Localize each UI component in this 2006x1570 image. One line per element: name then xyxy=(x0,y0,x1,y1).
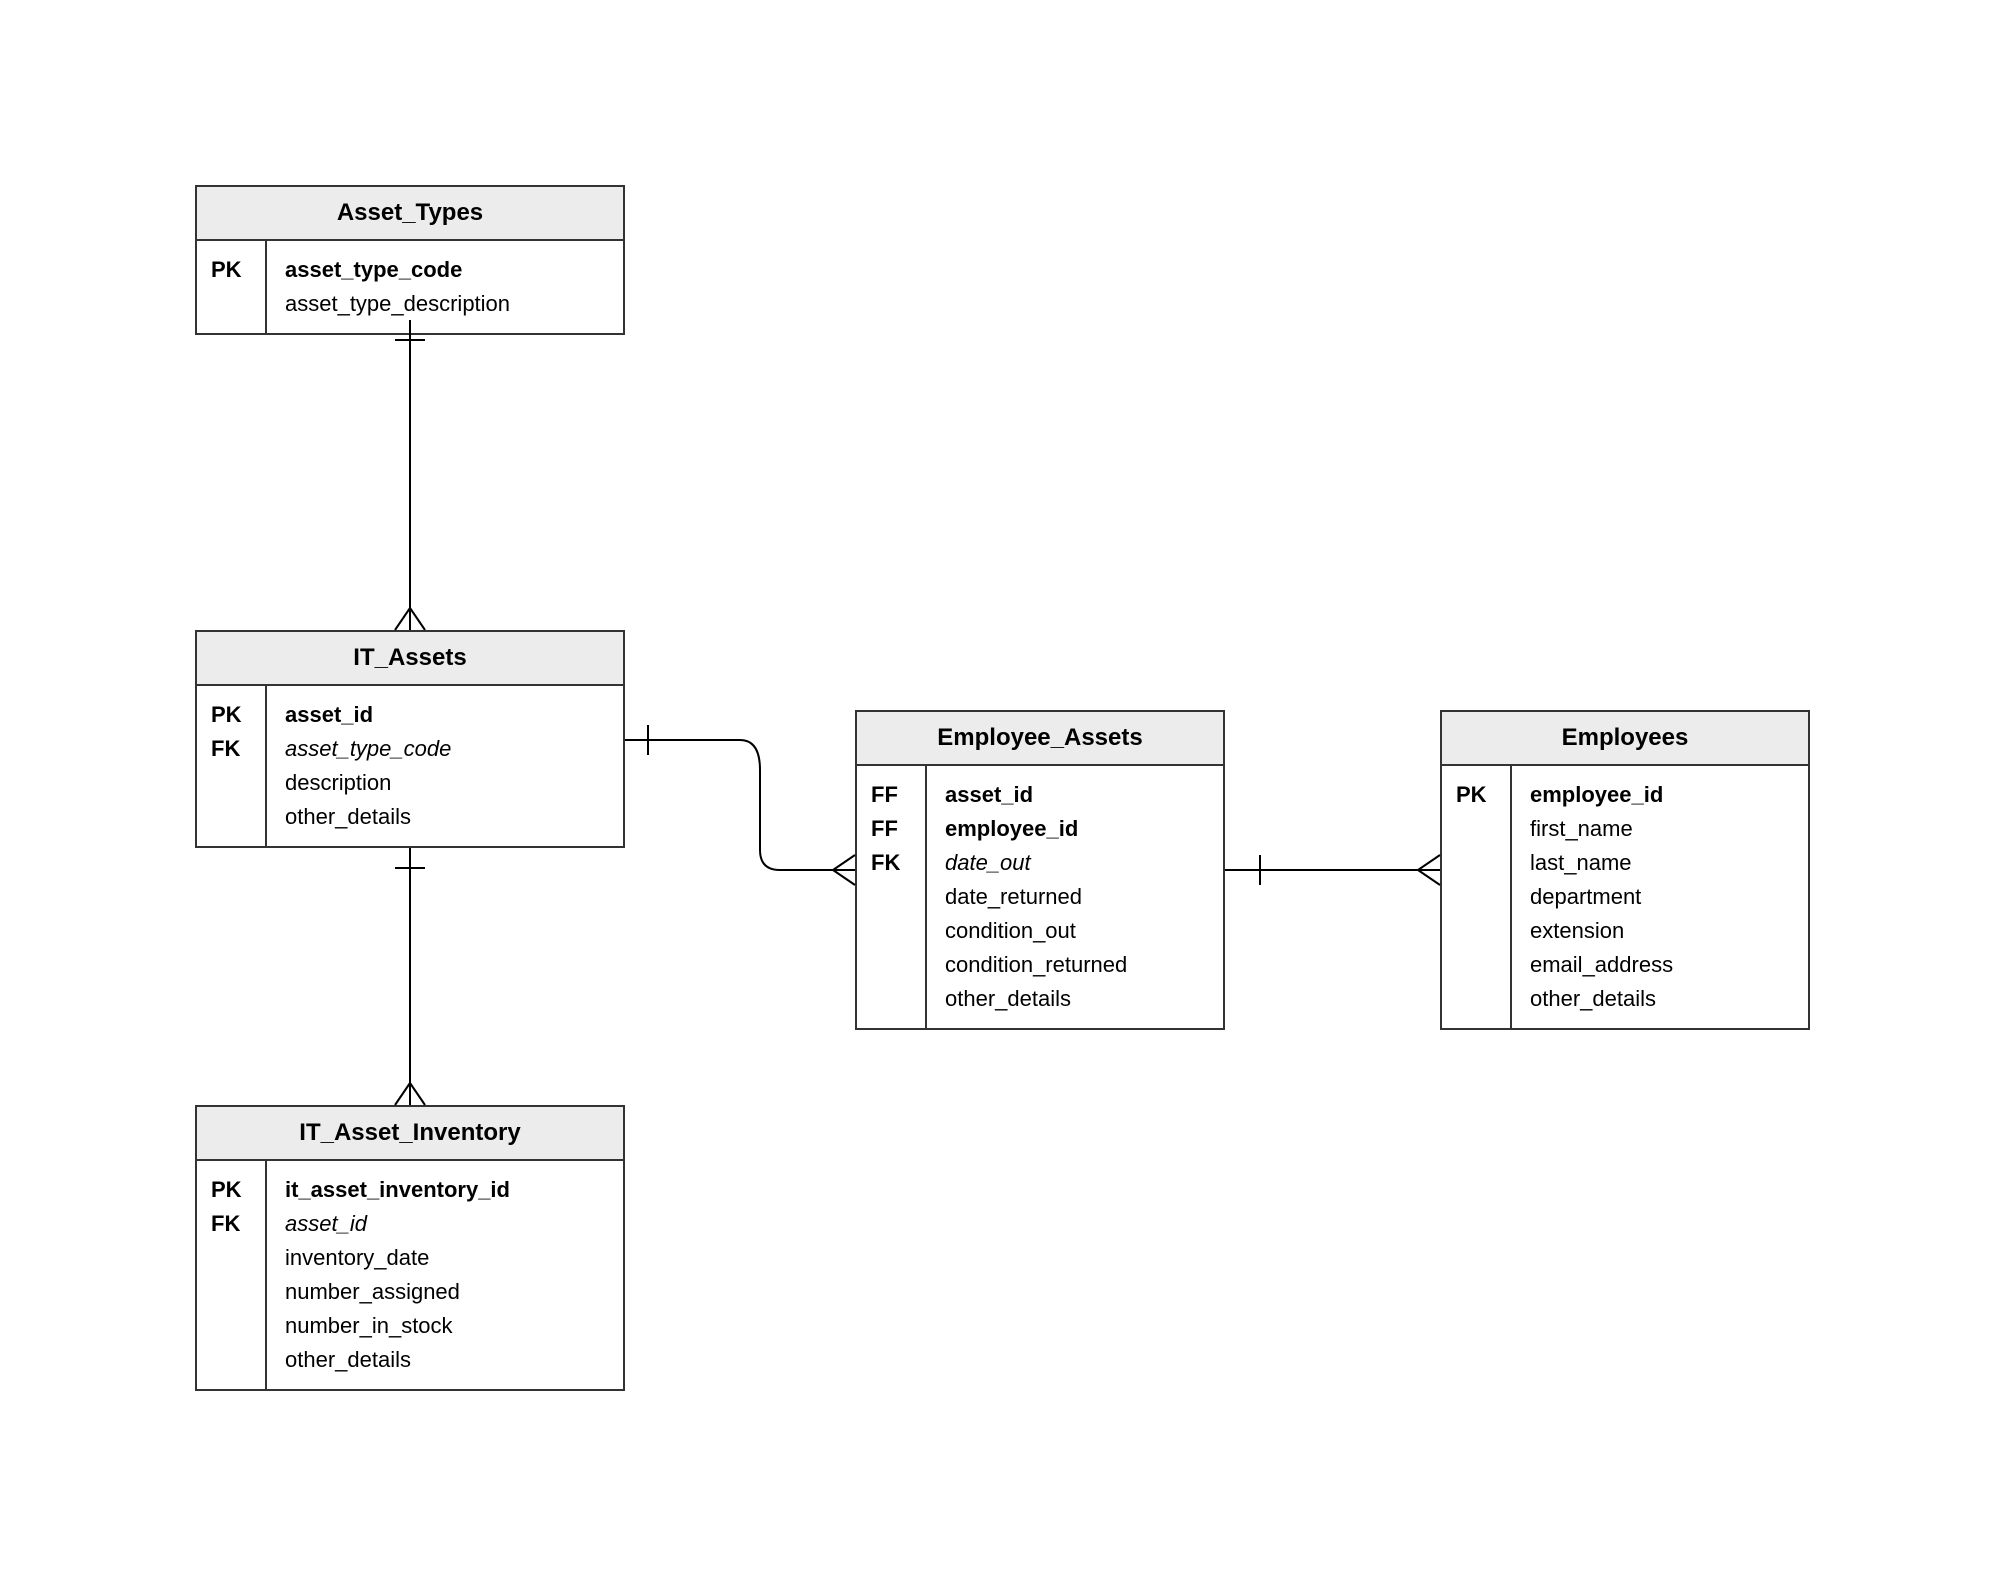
key-column: PK xyxy=(1442,766,1512,1028)
attr-column: asset_id employee_id date_out date_retur… xyxy=(927,766,1145,1028)
entity-asset-types: Asset_Types PK asset_type_code asset_typ… xyxy=(195,185,625,335)
attr-column: it_asset_inventory_id asset_id inventory… xyxy=(267,1161,528,1389)
entity-title: Employee_Assets xyxy=(857,712,1223,766)
entity-it-asset-inventory: IT_Asset_Inventory PK FK it_asset_invent… xyxy=(195,1105,625,1391)
key-column: PK xyxy=(197,241,267,333)
entity-employee-assets: Employee_Assets FF FF FK asset_id employ… xyxy=(855,710,1225,1030)
entity-title: IT_Assets xyxy=(197,632,623,686)
key-column: PK FK xyxy=(197,1161,267,1389)
entity-it-assets: IT_Assets PK FK asset_id asset_type_code… xyxy=(195,630,625,848)
attr-column: employee_id first_name last_name departm… xyxy=(1512,766,1691,1028)
entity-title: Asset_Types xyxy=(197,187,623,241)
er-diagram-canvas: Asset_Types PK asset_type_code asset_typ… xyxy=(0,0,2006,1570)
key-column: PK FK xyxy=(197,686,267,846)
entity-title: Employees xyxy=(1442,712,1808,766)
attr-column: asset_type_code asset_type_description xyxy=(267,241,528,333)
attr-column: asset_id asset_type_code description oth… xyxy=(267,686,469,846)
entity-title: IT_Asset_Inventory xyxy=(197,1107,623,1161)
key-column: FF FF FK xyxy=(857,766,927,1028)
entity-employees: Employees PK employee_id first_name last… xyxy=(1440,710,1810,1030)
